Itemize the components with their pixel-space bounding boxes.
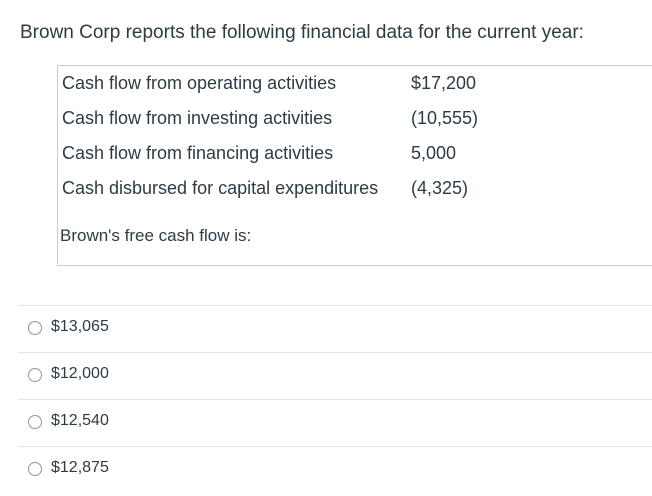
row-value: (10,555) [411, 108, 479, 128]
answer-label[interactable]: $12,875 [51, 459, 109, 476]
row-value: $17,200 [411, 73, 477, 93]
row-label: Cash flow from operating activities [62, 73, 337, 93]
radio-button[interactable] [28, 415, 42, 429]
question-text: Brown Corp reports the following financi… [20, 22, 584, 43]
answer-label[interactable]: $13,065 [51, 318, 109, 335]
answer-option[interactable]: $12,000 [18, 352, 652, 399]
financial-data-box: Cash flow from operating activities $17,… [57, 65, 652, 266]
answer-option[interactable]: $12,540 [18, 399, 652, 446]
answer-list: $13,065 $12,000 $12,540 $12,875 [18, 305, 652, 493]
answer-label[interactable]: $12,000 [51, 365, 109, 382]
row-value: 5,000 [411, 143, 457, 163]
radio-button[interactable] [28, 368, 42, 382]
answer-option[interactable]: $13,065 [18, 305, 652, 352]
row-label: Cash flow from investing activities [62, 108, 333, 128]
answer-label[interactable]: $12,540 [51, 412, 109, 429]
radio-button[interactable] [28, 321, 42, 335]
row-label: Cash disbursed for capital expenditures [62, 178, 379, 198]
answer-option[interactable]: $12,875 [18, 446, 652, 493]
row-label: Cash flow from financing activities [62, 143, 334, 163]
row-value: (4,325) [411, 178, 469, 198]
question-prompt: Brown's free cash flow is: [60, 226, 252, 245]
radio-button[interactable] [28, 462, 42, 476]
